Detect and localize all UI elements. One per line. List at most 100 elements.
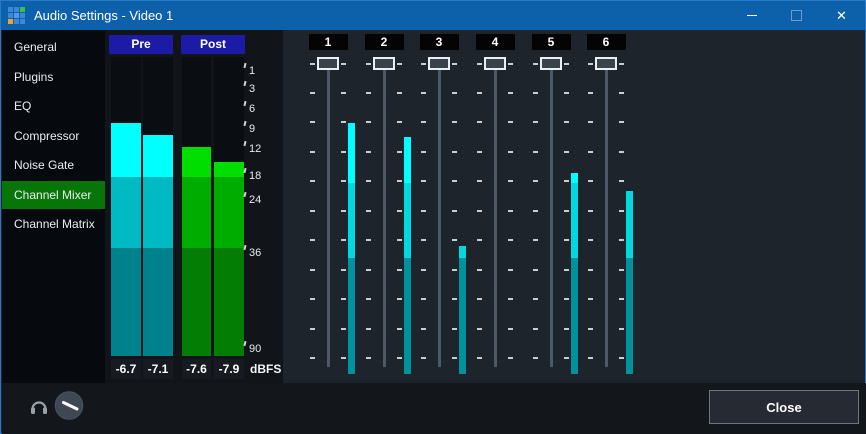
slider-tick (341, 151, 346, 153)
meter-bar-segment (111, 248, 141, 356)
slider-tick (588, 63, 593, 65)
sidebar-item-general[interactable]: General (2, 33, 105, 61)
slider-tick (508, 151, 513, 153)
slider-tick (477, 63, 482, 65)
channel-slider-handle-5[interactable] (540, 57, 562, 70)
sidebar-item-noise-gate[interactable]: Noise Gate (2, 151, 105, 179)
footer-bar: Close (2, 383, 866, 434)
slider-tick (452, 269, 457, 271)
meter-bar-segment (626, 191, 633, 258)
sidebar-item-plugins[interactable]: Plugins (2, 63, 105, 91)
slider-tick (341, 269, 346, 271)
slider-tick (452, 298, 457, 300)
slider-tick (619, 239, 624, 241)
channel-slider-handle-3[interactable] (428, 57, 450, 70)
channel-slider-track-5[interactable] (550, 63, 553, 367)
maximize-icon (791, 10, 802, 21)
channel-slider-track-4[interactable] (494, 63, 497, 367)
sidebar-item-channel-mixer[interactable]: Channel Mixer (2, 181, 105, 209)
slider-tick (310, 298, 315, 300)
close-icon: ✕ (836, 9, 847, 22)
scale-tick-mark (243, 63, 246, 68)
channel-header-1: 1 (309, 34, 348, 50)
app-logo-square (14, 19, 19, 24)
headphones-icon (30, 398, 48, 415)
scale-tick-label: 36 (249, 247, 261, 259)
minimize-button[interactable] (729, 1, 774, 30)
slider-tick (477, 298, 482, 300)
scale-tick-label: 1 (249, 65, 255, 77)
slider-tick (341, 210, 346, 212)
slider-tick (477, 121, 482, 123)
close-window-button[interactable]: ✕ (819, 1, 864, 30)
meter-bar-segment (182, 248, 211, 356)
slider-tick (564, 269, 569, 271)
sidebar-item-channel-matrix[interactable]: Channel Matrix (2, 210, 105, 238)
slider-tick (452, 328, 457, 330)
slider-tick (564, 151, 569, 153)
slider-tick (366, 357, 371, 359)
slider-tick (508, 63, 513, 65)
slider-tick (341, 298, 346, 300)
slider-tick (533, 180, 538, 182)
channel-slider-handle-2[interactable] (373, 57, 395, 70)
close-button[interactable]: Close (709, 390, 859, 424)
channel-slider-track-3[interactable] (438, 63, 441, 367)
channel-slider-track-2[interactable] (383, 63, 386, 367)
slider-tick (452, 151, 457, 153)
slider-tick (421, 92, 426, 94)
slider-tick (619, 357, 624, 359)
app-logo-icon (8, 7, 25, 24)
channel-header-2: 2 (365, 34, 404, 50)
scale-tick-label: 3 (249, 83, 255, 95)
channel-slider-track-6[interactable] (605, 63, 608, 367)
meter-bar-segment (571, 258, 578, 374)
slider-tick (619, 210, 624, 212)
channel-header-3: 3 (420, 34, 459, 50)
meter-bar-segment (143, 177, 173, 248)
meter-bar-segment (143, 248, 173, 356)
app-logo-square (8, 13, 13, 18)
channel-level-meter-2 (404, 137, 411, 374)
meter-bar-segment (404, 137, 411, 183)
sidebar: GeneralPluginsEQCompressorNoise GateChan… (2, 30, 105, 383)
slider-tick (508, 121, 513, 123)
meter-bar-segment (626, 258, 633, 374)
slider-tick (310, 92, 315, 94)
slider-tick (588, 239, 593, 241)
slider-tick (564, 63, 569, 65)
channel-slider-handle-6[interactable] (595, 57, 617, 70)
scale-tick-mark (243, 81, 246, 86)
slider-tick (397, 210, 402, 212)
channel-slider-handle-4[interactable] (484, 57, 506, 70)
titlebar: Audio Settings - Video 1 ✕ (1, 1, 865, 30)
slider-tick (588, 121, 593, 123)
slider-tick (421, 180, 426, 182)
channel-slider-handle-1[interactable] (317, 57, 339, 70)
meter-bar-segment (571, 173, 578, 183)
sidebar-item-compressor[interactable]: Compressor (2, 122, 105, 150)
meter-bar-segment (348, 123, 355, 183)
slider-tick (564, 328, 569, 330)
channel-slider-track-1[interactable] (327, 63, 330, 367)
slider-tick (477, 328, 482, 330)
slider-tick (477, 92, 482, 94)
channel-level-meter-5 (571, 173, 578, 374)
headphones-volume-knob[interactable] (54, 391, 84, 421)
slider-tick (452, 92, 457, 94)
scale-tick-label: 9 (249, 123, 255, 135)
slider-tick (477, 210, 482, 212)
slider-tick (366, 92, 371, 94)
slider-tick (533, 298, 538, 300)
slider-tick (619, 328, 624, 330)
meter-bar-segment (459, 258, 466, 374)
sidebar-item-eq[interactable]: EQ (2, 92, 105, 120)
slider-tick (619, 298, 624, 300)
slider-tick (397, 357, 402, 359)
slider-tick (421, 269, 426, 271)
slider-tick (310, 357, 315, 359)
slider-tick (533, 357, 538, 359)
slider-tick (397, 239, 402, 241)
slider-tick (310, 210, 315, 212)
slider-tick (508, 328, 513, 330)
